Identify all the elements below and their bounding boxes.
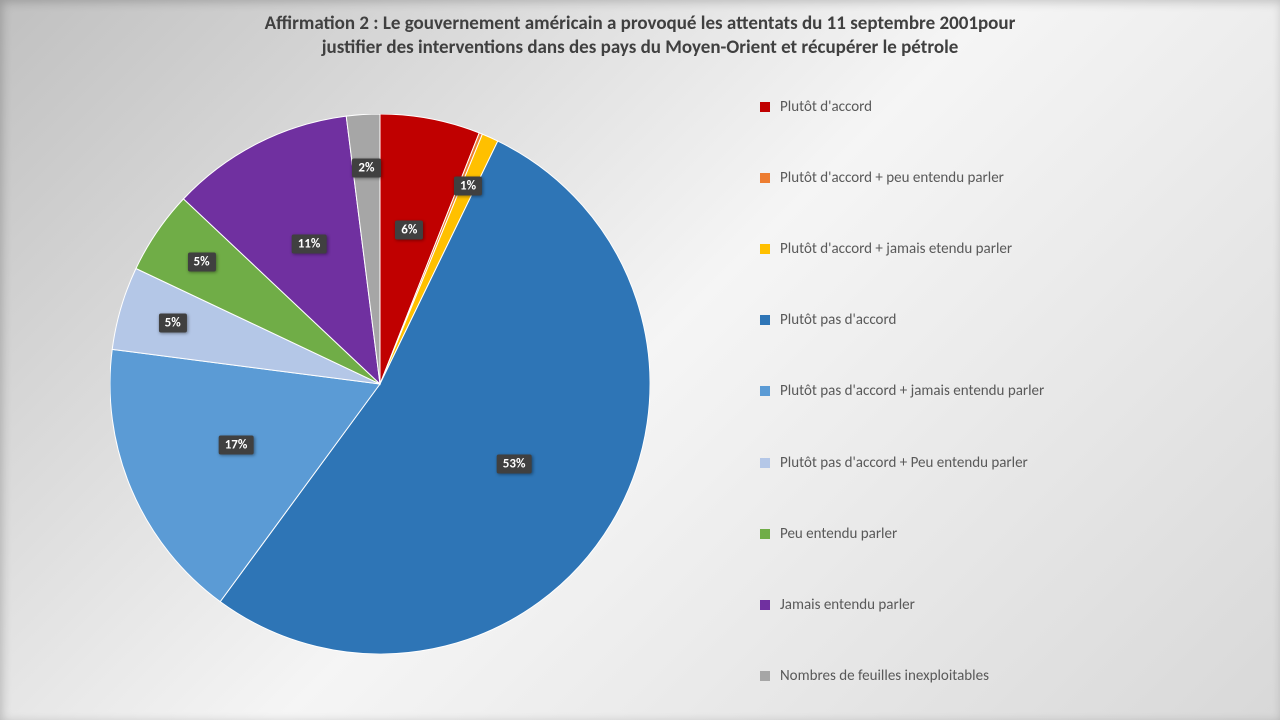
legend-swatch: [760, 600, 770, 610]
legend-item: Plutôt pas d'accord + jamais entendu par…: [760, 382, 1260, 400]
pie-data-label: 5%: [188, 252, 216, 271]
pie-data-label: 6%: [395, 220, 423, 239]
legend-swatch: [760, 529, 770, 539]
legend: Plutôt d'accord Plutôt d'accord + peu ent…: [760, 64, 1280, 720]
pie-data-label: 17%: [219, 436, 254, 455]
pie-data-label: 1%: [454, 177, 482, 196]
pie-data-label: 11%: [292, 234, 327, 253]
legend-label: Plutôt pas d'accord + Peu entendu parler: [780, 454, 1028, 472]
chart-body: 6% 1% 53% 17% 5% 5% 11% 2% Plutôt d'accord Plutô…: [0, 64, 1280, 704]
legend-label: Peu entendu parler: [780, 525, 897, 543]
chart-title: Affirmation 2 : Le gouvernement américai…: [0, 0, 1280, 64]
legend-label: Plutôt d'accord + jamais etendu parler: [780, 240, 1012, 258]
pie-data-label: 2%: [352, 158, 380, 177]
legend-item: Plutôt d'accord + jamais etendu parler: [760, 240, 1260, 258]
legend-swatch: [760, 386, 770, 396]
legend-swatch: [760, 315, 770, 325]
pie-chart: [110, 114, 650, 654]
chart-title-line2: justifier des interventions dans des pay…: [60, 36, 1220, 60]
legend-item: Nombres de feuilles inexploitables: [760, 667, 1260, 685]
legend-label: Plutôt d'accord: [780, 98, 872, 116]
legend-swatch: [760, 102, 770, 112]
legend-swatch: [760, 244, 770, 254]
legend-swatch: [760, 173, 770, 183]
legend-swatch: [760, 671, 770, 681]
legend-label: Jamais entendu parler: [780, 596, 915, 614]
legend-item: Jamais entendu parler: [760, 596, 1260, 614]
legend-item: Plutôt pas d'accord: [760, 311, 1260, 329]
legend-label: Plutôt pas d'accord: [780, 311, 896, 329]
legend-label: Plutôt d'accord + peu entendu parler: [780, 169, 1004, 187]
chart-title-line1: Affirmation 2 : Le gouvernement américai…: [60, 12, 1220, 36]
chart-container: Affirmation 2 : Le gouvernement américai…: [0, 0, 1280, 720]
pie-data-label: 53%: [497, 455, 532, 474]
pie-area: 6% 1% 53% 17% 5% 5% 11% 2%: [0, 64, 760, 704]
legend-item: Plutôt d'accord: [760, 98, 1260, 116]
legend-swatch: [760, 458, 770, 468]
legend-label: Nombres de feuilles inexploitables: [780, 667, 989, 685]
pie-data-label: 5%: [159, 313, 187, 332]
legend-item: Plutôt d'accord + peu entendu parler: [760, 169, 1260, 187]
legend-item: Plutôt pas d'accord + Peu entendu parler: [760, 454, 1260, 472]
legend-label: Plutôt pas d'accord + jamais entendu par…: [780, 382, 1044, 400]
legend-item: Peu entendu parler: [760, 525, 1260, 543]
